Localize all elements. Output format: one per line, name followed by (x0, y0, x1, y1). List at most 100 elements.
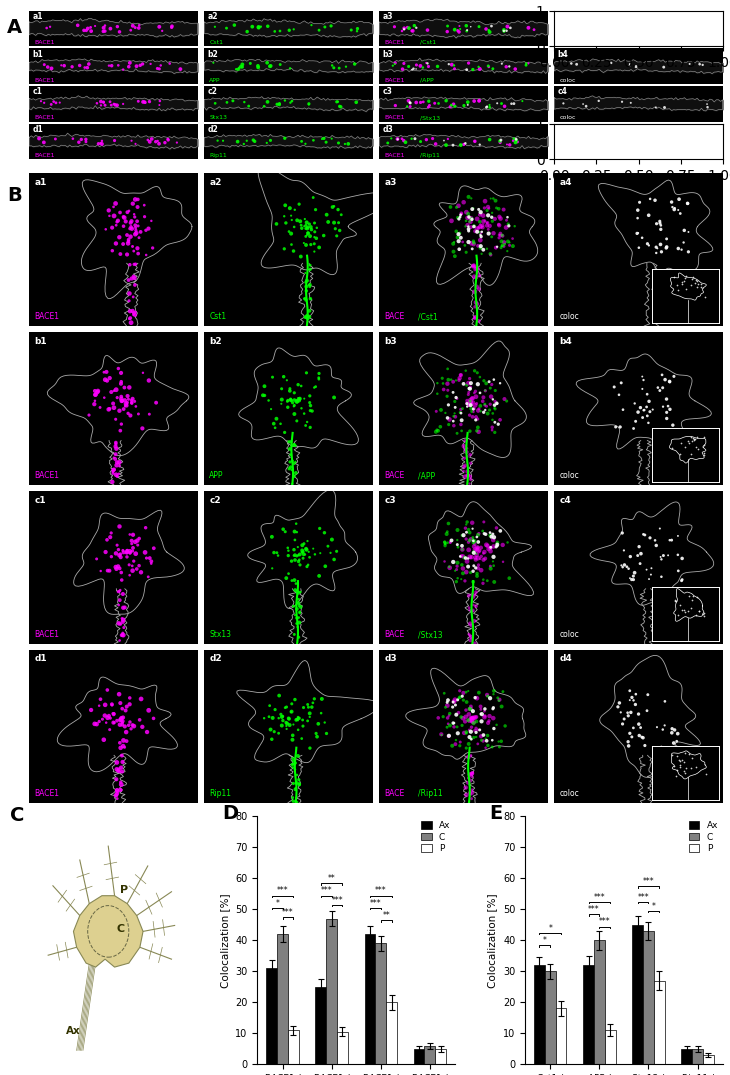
Point (293, 710, 305, 727)
Point (115, 364, 127, 382)
Point (117, 542, 128, 559)
Point (129, 191, 141, 209)
Point (293, 551, 305, 569)
Point (661, 404, 672, 421)
Point (107, 473, 118, 490)
Point (299, 217, 310, 234)
Point (463, 55, 474, 72)
Point (465, 374, 477, 391)
Point (280, 714, 292, 731)
Point (309, 690, 320, 707)
Point (442, 375, 453, 392)
Point (448, 233, 460, 250)
Point (307, 402, 318, 419)
Point (288, 547, 299, 564)
Bar (326, 919, 337, 1064)
Point (99, 371, 111, 388)
Point (148, 540, 160, 557)
Point (637, 729, 649, 746)
Point (456, 556, 468, 573)
Point (474, 542, 485, 559)
Point (273, 687, 285, 704)
Bar (386, 1002, 397, 1064)
Point (265, 132, 277, 149)
Point (690, 131, 702, 148)
Point (466, 396, 477, 413)
Point (150, 395, 162, 412)
Point (431, 58, 443, 75)
Point (304, 395, 315, 412)
Point (115, 422, 126, 440)
Point (464, 765, 476, 783)
Point (614, 694, 626, 712)
Point (676, 549, 688, 567)
Point (583, 133, 594, 151)
Point (266, 528, 277, 545)
Point (299, 309, 311, 326)
Point (129, 19, 141, 37)
Point (110, 450, 121, 468)
Point (134, 57, 146, 74)
Point (292, 376, 304, 393)
Point (316, 690, 328, 707)
Point (112, 18, 123, 35)
Point (113, 597, 125, 614)
Point (467, 393, 479, 411)
Point (510, 60, 521, 77)
Point (682, 195, 694, 212)
Point (465, 397, 477, 414)
Point (498, 23, 510, 40)
Point (271, 411, 283, 428)
Point (664, 373, 675, 390)
Point (493, 217, 505, 234)
Point (445, 98, 456, 115)
Point (672, 240, 684, 257)
Point (438, 132, 450, 149)
Point (304, 257, 316, 274)
Point (99, 23, 111, 40)
Point (128, 270, 140, 287)
Point (410, 56, 422, 73)
Point (480, 740, 491, 757)
Point (473, 201, 485, 218)
Point (115, 740, 126, 757)
Point (493, 691, 505, 708)
Point (121, 548, 133, 565)
Point (637, 229, 648, 246)
Point (456, 571, 467, 588)
Point (257, 387, 269, 404)
Point (467, 529, 479, 546)
Point (617, 559, 629, 576)
Point (128, 306, 139, 324)
Point (655, 217, 666, 234)
Point (469, 689, 481, 706)
Text: c1: c1 (33, 87, 42, 97)
Bar (594, 941, 604, 1064)
Point (352, 20, 364, 38)
Point (98, 23, 110, 40)
Point (121, 544, 133, 561)
Point (137, 420, 148, 438)
Point (292, 539, 304, 556)
Point (265, 401, 277, 418)
Point (683, 243, 694, 260)
Point (302, 218, 314, 235)
Text: /APP: /APP (420, 77, 434, 83)
Point (110, 435, 122, 453)
Point (110, 97, 121, 114)
Text: coloc: coloc (559, 77, 576, 83)
Point (466, 731, 477, 748)
Point (392, 130, 404, 147)
Point (477, 213, 489, 230)
Point (121, 227, 133, 244)
Point (280, 570, 292, 587)
Point (478, 525, 490, 542)
Point (464, 615, 476, 632)
Point (462, 94, 474, 111)
Point (107, 461, 119, 478)
Point (628, 568, 639, 585)
Point (580, 98, 592, 115)
Point (299, 211, 311, 228)
Point (296, 536, 308, 554)
Text: coloc: coloc (559, 153, 576, 158)
